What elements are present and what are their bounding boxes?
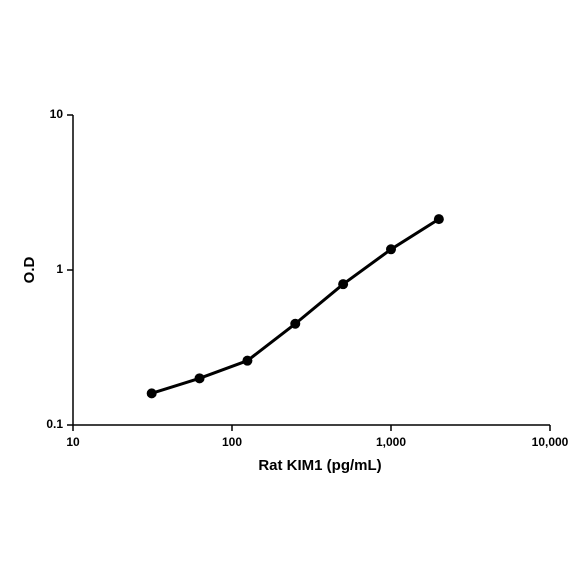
x-axis-title: Rat KIM1 (pg/mL) [258, 457, 381, 474]
x-tick-label: 100 [222, 435, 242, 449]
point [242, 355, 253, 366]
point [290, 318, 301, 329]
point [194, 373, 205, 384]
y-tick-label: 0.1 [46, 417, 63, 431]
y-tick-label: 10 [50, 107, 64, 121]
point [338, 279, 349, 290]
point [386, 244, 396, 255]
line [151, 217, 440, 395]
point [146, 388, 157, 399]
x-tick-label: 1,000 [376, 435, 406, 449]
x-tick-label: 10 [66, 435, 80, 449]
x-tick-label: 10,000 [532, 435, 569, 449]
y-tick-label: 1 [56, 262, 63, 276]
y-axis-title: O.D [21, 257, 38, 284]
point [433, 214, 444, 225]
